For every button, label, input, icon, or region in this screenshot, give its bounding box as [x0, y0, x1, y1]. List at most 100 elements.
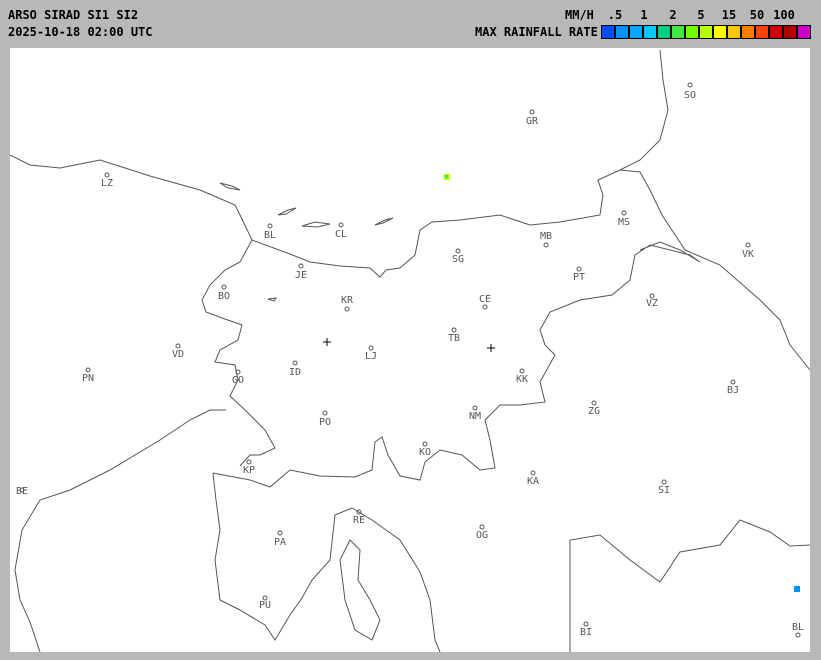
border-croatia-bosnia — [569, 519, 811, 652]
lake — [219, 182, 241, 191]
legend-tick: 5 — [697, 8, 705, 22]
city-label: TB — [448, 333, 460, 344]
radar-site-marker — [487, 344, 495, 352]
city-label: PN — [82, 373, 94, 384]
city-label: BE — [16, 486, 28, 497]
city-label: VK — [742, 249, 754, 260]
legend-tick: 50 — [749, 8, 765, 22]
lake — [301, 221, 331, 228]
legend-tick: .5 — [607, 8, 623, 22]
city-marker — [235, 369, 241, 375]
city-marker — [277, 530, 283, 536]
city-marker — [422, 441, 428, 447]
city-marker — [262, 595, 268, 601]
city-marker — [104, 172, 110, 178]
city-label: PT — [573, 272, 585, 283]
legend-swatch — [741, 25, 755, 39]
city-marker — [451, 327, 457, 333]
coast-istria — [212, 472, 441, 653]
border-austria-hungary — [619, 49, 669, 171]
map-svg: SO GR LZ MS BL CL MB VK SG JE PT BO KR CE VZ TB VD LJ ID PN… — [9, 49, 811, 653]
legend-swatch — [713, 25, 727, 39]
city-marker — [583, 621, 589, 627]
lake — [277, 207, 297, 216]
legend-swatch — [769, 25, 783, 39]
city-label: MS — [618, 217, 630, 228]
city-marker — [730, 379, 736, 385]
city-marker — [338, 222, 344, 228]
lake — [374, 217, 394, 226]
legend-swatch — [643, 25, 657, 39]
radar-site-marker — [323, 338, 331, 346]
city-marker — [661, 479, 667, 485]
city-label: BJ — [727, 385, 739, 396]
border-slovenia-italy — [201, 239, 276, 467]
city-label: MB — [540, 231, 552, 242]
legend-swatch — [755, 25, 769, 39]
legend-tick: 1 — [640, 8, 648, 22]
city-label: GR — [526, 116, 539, 127]
radar-map[interactable]: SO GR LZ MS BL CL MB VK SG JE PT BO KR CE VZ TB VD LJ ID PN… — [9, 48, 811, 653]
city-marker — [344, 306, 350, 312]
city-marker — [175, 343, 181, 349]
city-marker — [356, 509, 362, 515]
city-label: SG — [452, 254, 464, 265]
coast-italy — [14, 409, 226, 653]
city-marker — [687, 82, 693, 88]
city-label: OG — [476, 530, 488, 541]
city-label: PU — [259, 600, 271, 611]
city-marker — [368, 345, 374, 351]
legend-swatch — [783, 25, 797, 39]
city-marker — [621, 210, 627, 216]
island-krk — [339, 539, 381, 641]
border-north — [9, 154, 811, 371]
city-label: SO — [684, 90, 696, 101]
city-label: SI — [658, 485, 670, 496]
city-markers: SO GR LZ MS BL CL MB VK SG JE PT BO KR CE VZ TB VD LJ ID PN… — [16, 82, 804, 638]
city-label: LJ — [365, 351, 377, 362]
legend-swatch — [797, 25, 811, 39]
borders — [9, 49, 811, 653]
city-label: RE — [353, 515, 365, 526]
city-label: PA — [274, 537, 286, 548]
city-marker — [795, 632, 801, 638]
city-marker — [472, 405, 478, 411]
city-label: ID — [289, 367, 301, 378]
legend-swatch — [629, 25, 643, 39]
city-marker — [246, 459, 252, 465]
city-marker — [267, 223, 273, 229]
city-marker — [292, 360, 298, 366]
city-label: JE — [295, 270, 307, 281]
city-label: BI — [580, 627, 592, 638]
city-label: KO — [419, 447, 431, 458]
city-label: LZ — [101, 178, 113, 189]
legend-swatch — [601, 25, 615, 39]
legend-tick: 100 — [773, 8, 795, 22]
city-label: ZG — [588, 406, 600, 417]
legend-swatch — [699, 25, 713, 39]
city-marker — [576, 266, 582, 272]
legend-tick: 15 — [721, 8, 737, 22]
city-label: KR — [341, 295, 354, 306]
city-label: VD — [172, 349, 184, 360]
city-marker — [322, 410, 328, 416]
city-label: BO — [218, 291, 230, 302]
city-label: BL — [264, 230, 276, 241]
city-marker — [19, 487, 25, 493]
city-marker — [530, 470, 536, 476]
precipitation-echoes — [444, 174, 800, 592]
product-title: ARSO SIRAD SI1 SI2 — [8, 8, 139, 22]
city-marker — [591, 400, 597, 406]
city-marker — [221, 284, 227, 290]
city-marker — [529, 109, 535, 115]
echo-cell — [794, 586, 800, 592]
echo-cell — [445, 175, 448, 178]
timestamp: 2025-10-18 02:00 UTC — [8, 25, 153, 39]
legend-swatch — [615, 25, 629, 39]
legend-tick: 2 — [669, 8, 677, 22]
lake — [267, 297, 278, 302]
city-label: KP — [243, 465, 255, 476]
city-label: NM — [469, 411, 481, 422]
city-label: GO — [232, 375, 244, 386]
city-marker — [455, 248, 461, 254]
